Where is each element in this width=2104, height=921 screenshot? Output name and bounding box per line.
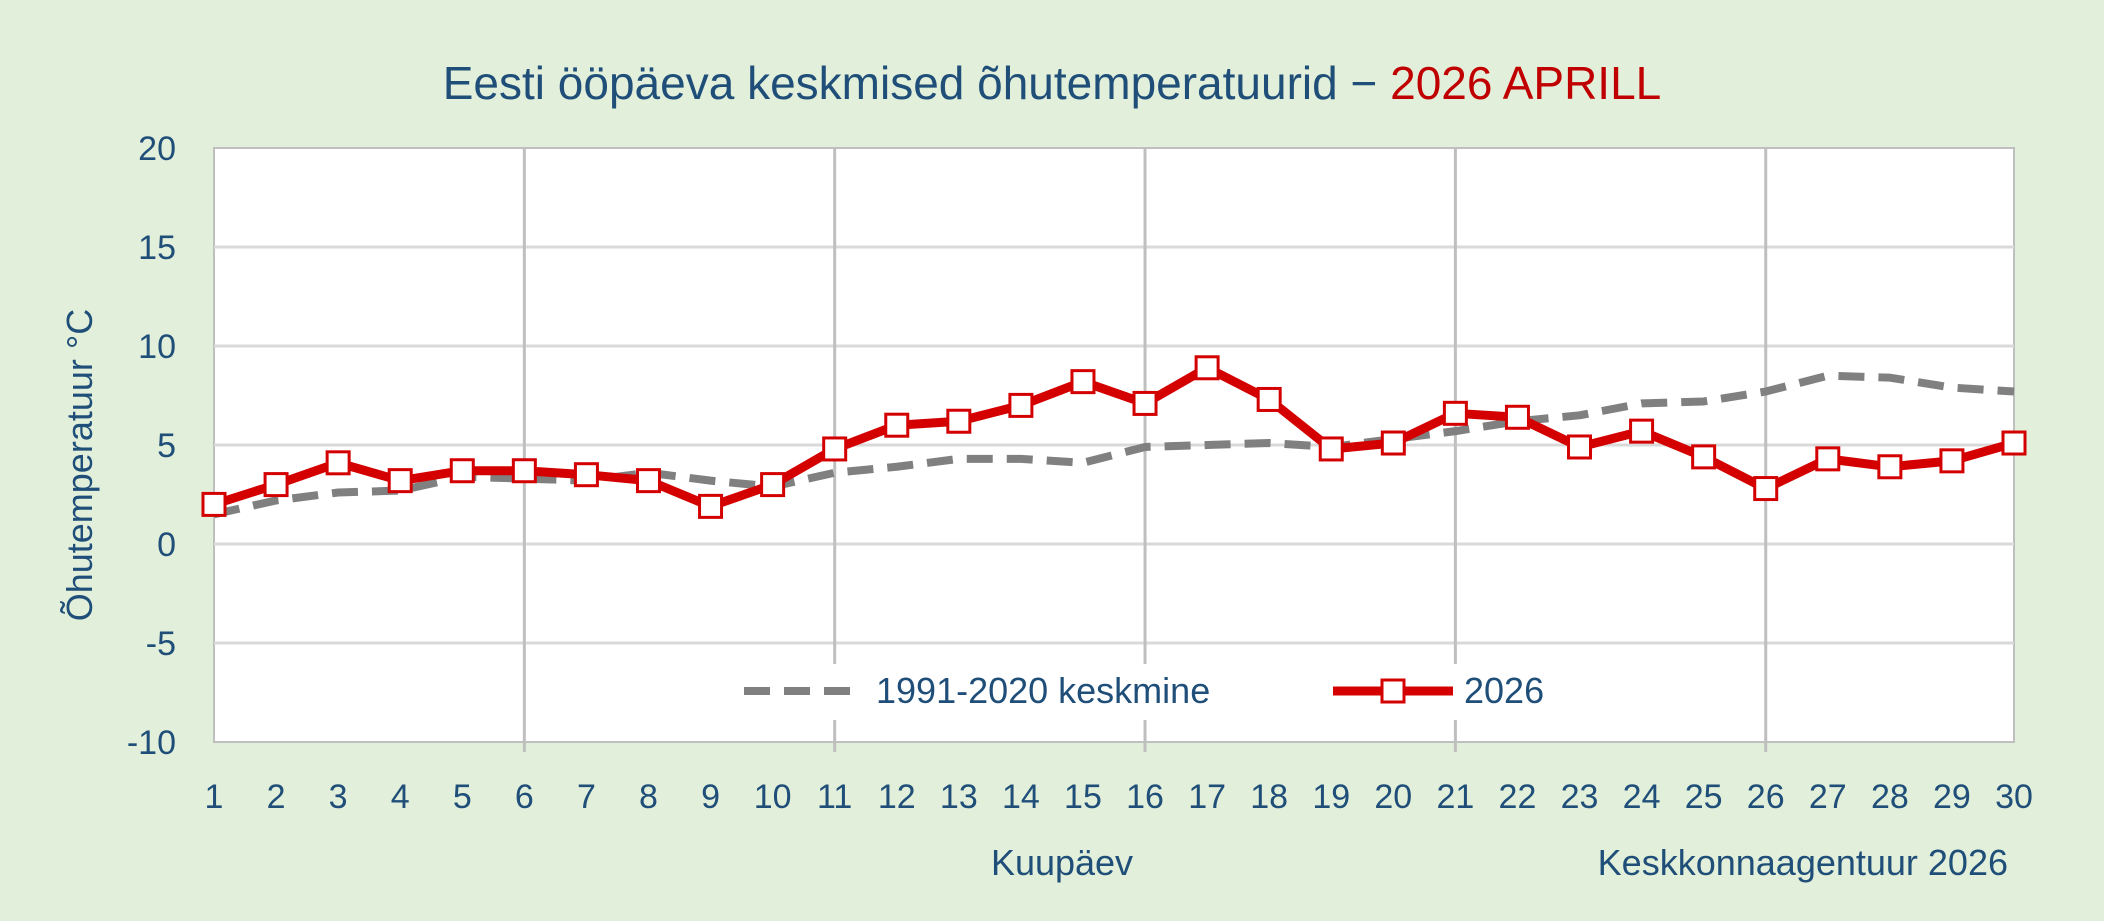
data-point-2026 <box>635 468 661 494</box>
data-point-2026 <box>1008 392 1034 418</box>
data-point-2026 <box>1442 400 1468 426</box>
chart-title: Eesti ööpäeva keskmised õhutemperatuurid… <box>443 57 1662 109</box>
x-tick-label: 24 <box>1623 778 1661 816</box>
data-point-2026 <box>573 462 599 488</box>
data-point-2026 <box>698 493 724 519</box>
series-layer <box>201 355 2027 519</box>
data-point-2026 <box>1380 430 1406 456</box>
x-tick-label: 18 <box>1250 778 1288 816</box>
x-axis-title: Kuupäev <box>991 842 1133 883</box>
x-tick-label: 22 <box>1499 778 1537 816</box>
data-point-2026 <box>387 468 413 494</box>
x-tick-label: 4 <box>391 778 410 816</box>
data-point-2026 <box>1629 418 1655 444</box>
x-tick-label: 10 <box>754 778 792 816</box>
x-tick-label: 15 <box>1064 778 1102 816</box>
x-tick-label: 27 <box>1809 778 1847 816</box>
chart-title-highlight: 2026 APRILL <box>1390 57 1661 109</box>
x-tick-label: 6 <box>515 778 534 816</box>
y-tick-label: -5 <box>146 625 176 663</box>
y-tick-label: -10 <box>127 724 176 762</box>
data-point-2026 <box>1256 386 1282 412</box>
y-tick-label: 20 <box>138 130 176 168</box>
x-tick-label: 21 <box>1436 778 1474 816</box>
data-point-2026 <box>1567 434 1593 460</box>
data-point-2026 <box>201 491 227 517</box>
x-tick-label: 9 <box>701 778 720 816</box>
x-tick-label: 23 <box>1561 778 1599 816</box>
data-point-2026 <box>760 472 786 498</box>
y-tick-label: 10 <box>138 328 176 366</box>
data-point-2026 <box>1691 444 1717 470</box>
x-tick-label: 30 <box>1995 778 2033 816</box>
data-point-2026 <box>1070 369 1096 395</box>
legend-marker-2026 <box>1380 678 1406 704</box>
legend-label-1991-2020: 1991-2020 keskmine <box>876 670 1210 711</box>
x-tick-label: 20 <box>1374 778 1412 816</box>
data-point-2026 <box>822 436 848 462</box>
data-point-2026 <box>449 458 475 484</box>
data-point-2026 <box>946 408 972 434</box>
x-axis-ticks: 1 2 3 4 5 6 7 8 9 10 11 12 13 14 15 16 17 18 19 20 21 22 23 24 2… <box>205 778 2033 816</box>
x-tick-label: 8 <box>639 778 658 816</box>
data-point-2026 <box>1753 476 1779 502</box>
x-tick-label: 16 <box>1126 778 1164 816</box>
data-point-2026 <box>1939 448 1965 474</box>
x-tick-label: 13 <box>940 778 978 816</box>
data-point-2026 <box>511 458 537 484</box>
x-tick-label: 3 <box>329 778 348 816</box>
x-tick-label: 25 <box>1685 778 1723 816</box>
y-tick-label: 15 <box>138 229 176 267</box>
data-point-2026 <box>325 450 351 476</box>
y-axis-ticks: -10 -5 0 5 10 15 20 <box>127 130 176 762</box>
x-tick-label: 1 <box>205 778 224 816</box>
legend-label-2026: 2026 <box>1464 670 1544 711</box>
data-point-2026 <box>263 472 289 498</box>
chart-title-main: Eesti ööpäeva keskmised õhutemperatuurid… <box>443 57 1390 109</box>
x-tick-label: 19 <box>1312 778 1350 816</box>
x-tick-label: 29 <box>1933 778 1971 816</box>
data-point-2026 <box>1318 436 1344 462</box>
data-point-2026 <box>1504 404 1530 430</box>
data-point-2026 <box>2001 430 2027 456</box>
x-tick-label: 26 <box>1747 778 1785 816</box>
data-point-2026 <box>1132 390 1158 416</box>
source-credit: Keskkonnaagentuur 2026 <box>1598 842 2008 883</box>
data-point-2026 <box>1194 355 1220 381</box>
x-tick-label: 12 <box>878 778 916 816</box>
legend: 1991-2020 keskmine 2026 <box>700 664 1580 720</box>
y-tick-label: 5 <box>157 427 176 465</box>
y-tick-label: 0 <box>157 526 176 564</box>
x-tick-label: 2 <box>267 778 286 816</box>
data-point-2026 <box>884 412 910 438</box>
x-tick-label: 11 <box>817 778 852 816</box>
x-tick-label: 17 <box>1188 778 1226 816</box>
data-point-2026 <box>1815 446 1841 472</box>
x-tick-label: 5 <box>453 778 472 816</box>
data-point-2026 <box>1877 454 1903 480</box>
x-tick-label: 14 <box>1002 778 1040 816</box>
x-tick-label: 28 <box>1871 778 1909 816</box>
x-tick-label: 7 <box>577 778 596 816</box>
y-axis-title: Õhutemperatuur °C <box>59 309 100 622</box>
